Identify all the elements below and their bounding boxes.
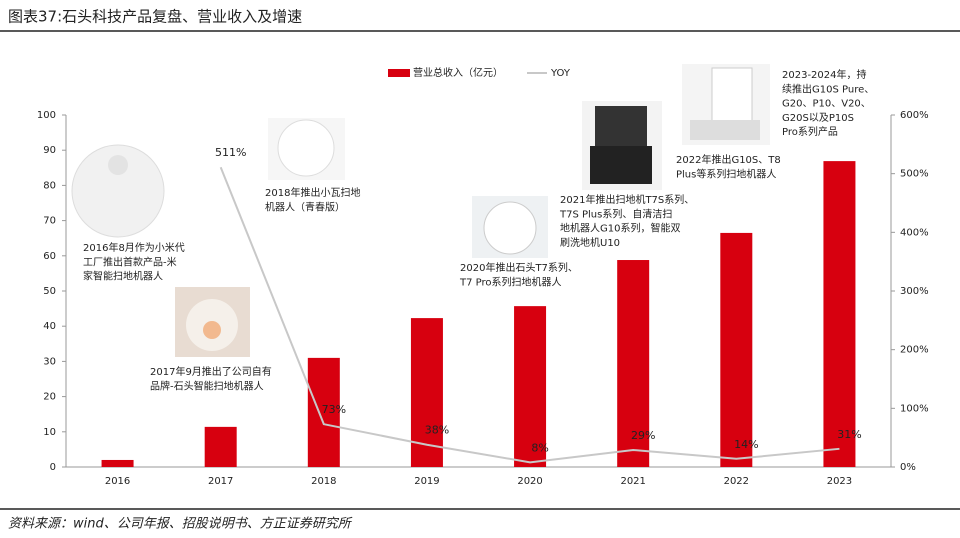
data-label: 14%: [734, 438, 758, 451]
x-tick-label: 2022: [724, 476, 749, 487]
source: 资料来源：wind、公司年报、招股说明书、方正证券研究所: [8, 516, 353, 532]
bar: [514, 306, 547, 467]
y2-tick-label: 300%: [900, 286, 929, 297]
y-tick-label: 50: [43, 286, 56, 297]
product-images: [71, 64, 770, 357]
bar: [823, 161, 856, 467]
annotation: 2023-2024年，持: [782, 68, 867, 81]
annotation: 2017年9月推出了公司自有: [150, 365, 272, 378]
annotation: 工厂推出首款产品-米: [83, 255, 177, 268]
annotation: G20S以及P10S: [782, 112, 854, 124]
annotation: 2020年推出石头T7系列、: [460, 261, 578, 274]
bar: [307, 357, 340, 467]
annotation: 2016年8月作为小米代: [83, 241, 185, 254]
y-tick-label: 0: [50, 462, 56, 473]
annotation: 机器人（青春版）: [265, 200, 345, 213]
annotation: T7S Plus系列、自清洁扫: [559, 207, 672, 220]
x-tick-label: 2017: [208, 476, 233, 487]
bar: [617, 260, 650, 467]
y2-tick-label: 100%: [900, 403, 929, 414]
annotation: Plus等系列扫地机器人: [676, 167, 776, 180]
annotation: T7 Pro系列扫地机器人: [459, 275, 562, 288]
y-tick-label: 40: [43, 321, 56, 332]
data-label: 31%: [837, 428, 861, 441]
y-tick-label: 70: [43, 216, 56, 227]
data-label: 8%: [531, 441, 548, 454]
y-tick-label: 80: [43, 180, 56, 191]
y2-tick-label: 200%: [900, 345, 929, 356]
annotation: 2022年推出G10S、T8: [676, 153, 781, 166]
x-tick-label: 2018: [311, 476, 336, 487]
chart-title: 图表37:石头科技产品复盘、营业收入及增速: [8, 8, 302, 26]
yoy-line: [219, 166, 840, 464]
bar: [720, 232, 753, 467]
y2-tick-label: 400%: [900, 227, 929, 238]
y-tick-label: 20: [43, 392, 56, 403]
y-tick-label: 10: [43, 427, 56, 438]
y-tick-label: 60: [43, 251, 56, 262]
bar: [204, 426, 237, 467]
legend-label: YOY: [550, 68, 571, 79]
y-tick-label: 100: [37, 110, 56, 121]
y-tick-label: 90: [43, 145, 56, 156]
x-tick-label: 2021: [620, 476, 645, 487]
data-label: 511%: [215, 146, 246, 159]
data-label: 73%: [322, 403, 346, 416]
x-tick-label: 2020: [517, 476, 542, 487]
bar: [101, 459, 134, 467]
annotation: 2018年推出小瓦扫地: [265, 186, 360, 199]
annotation: G20、P10、V20、: [782, 99, 871, 110]
data-label: 38%: [425, 424, 449, 437]
annotation: 刷洗地机U10: [560, 236, 620, 249]
annotation: 续推出G10S Pure、: [782, 82, 874, 95]
x-tick-label: 2019: [414, 476, 439, 487]
y2-tick-label: 600%: [900, 110, 929, 121]
y-tick-label: 30: [43, 356, 56, 367]
legend-swatch: [388, 69, 410, 77]
data-label: 29%: [631, 429, 655, 442]
legend-label: 营业总收入（亿元）: [413, 66, 503, 79]
y2-tick-label: 500%: [900, 169, 929, 180]
annotation: 家智能扫地机器人: [83, 270, 163, 283]
annotation: Pro系列产品: [782, 125, 838, 138]
annotation: 2021年推出扫地机T7S系列、: [560, 193, 694, 206]
annotation: 品牌-石头智能扫地机器人: [150, 379, 264, 392]
y2-tick-label: 0%: [900, 462, 916, 473]
x-tick-label: 2023: [827, 476, 852, 487]
annotation: 地机器人G10系列，智能双: [560, 222, 680, 235]
x-tick-label: 2016: [105, 476, 130, 487]
